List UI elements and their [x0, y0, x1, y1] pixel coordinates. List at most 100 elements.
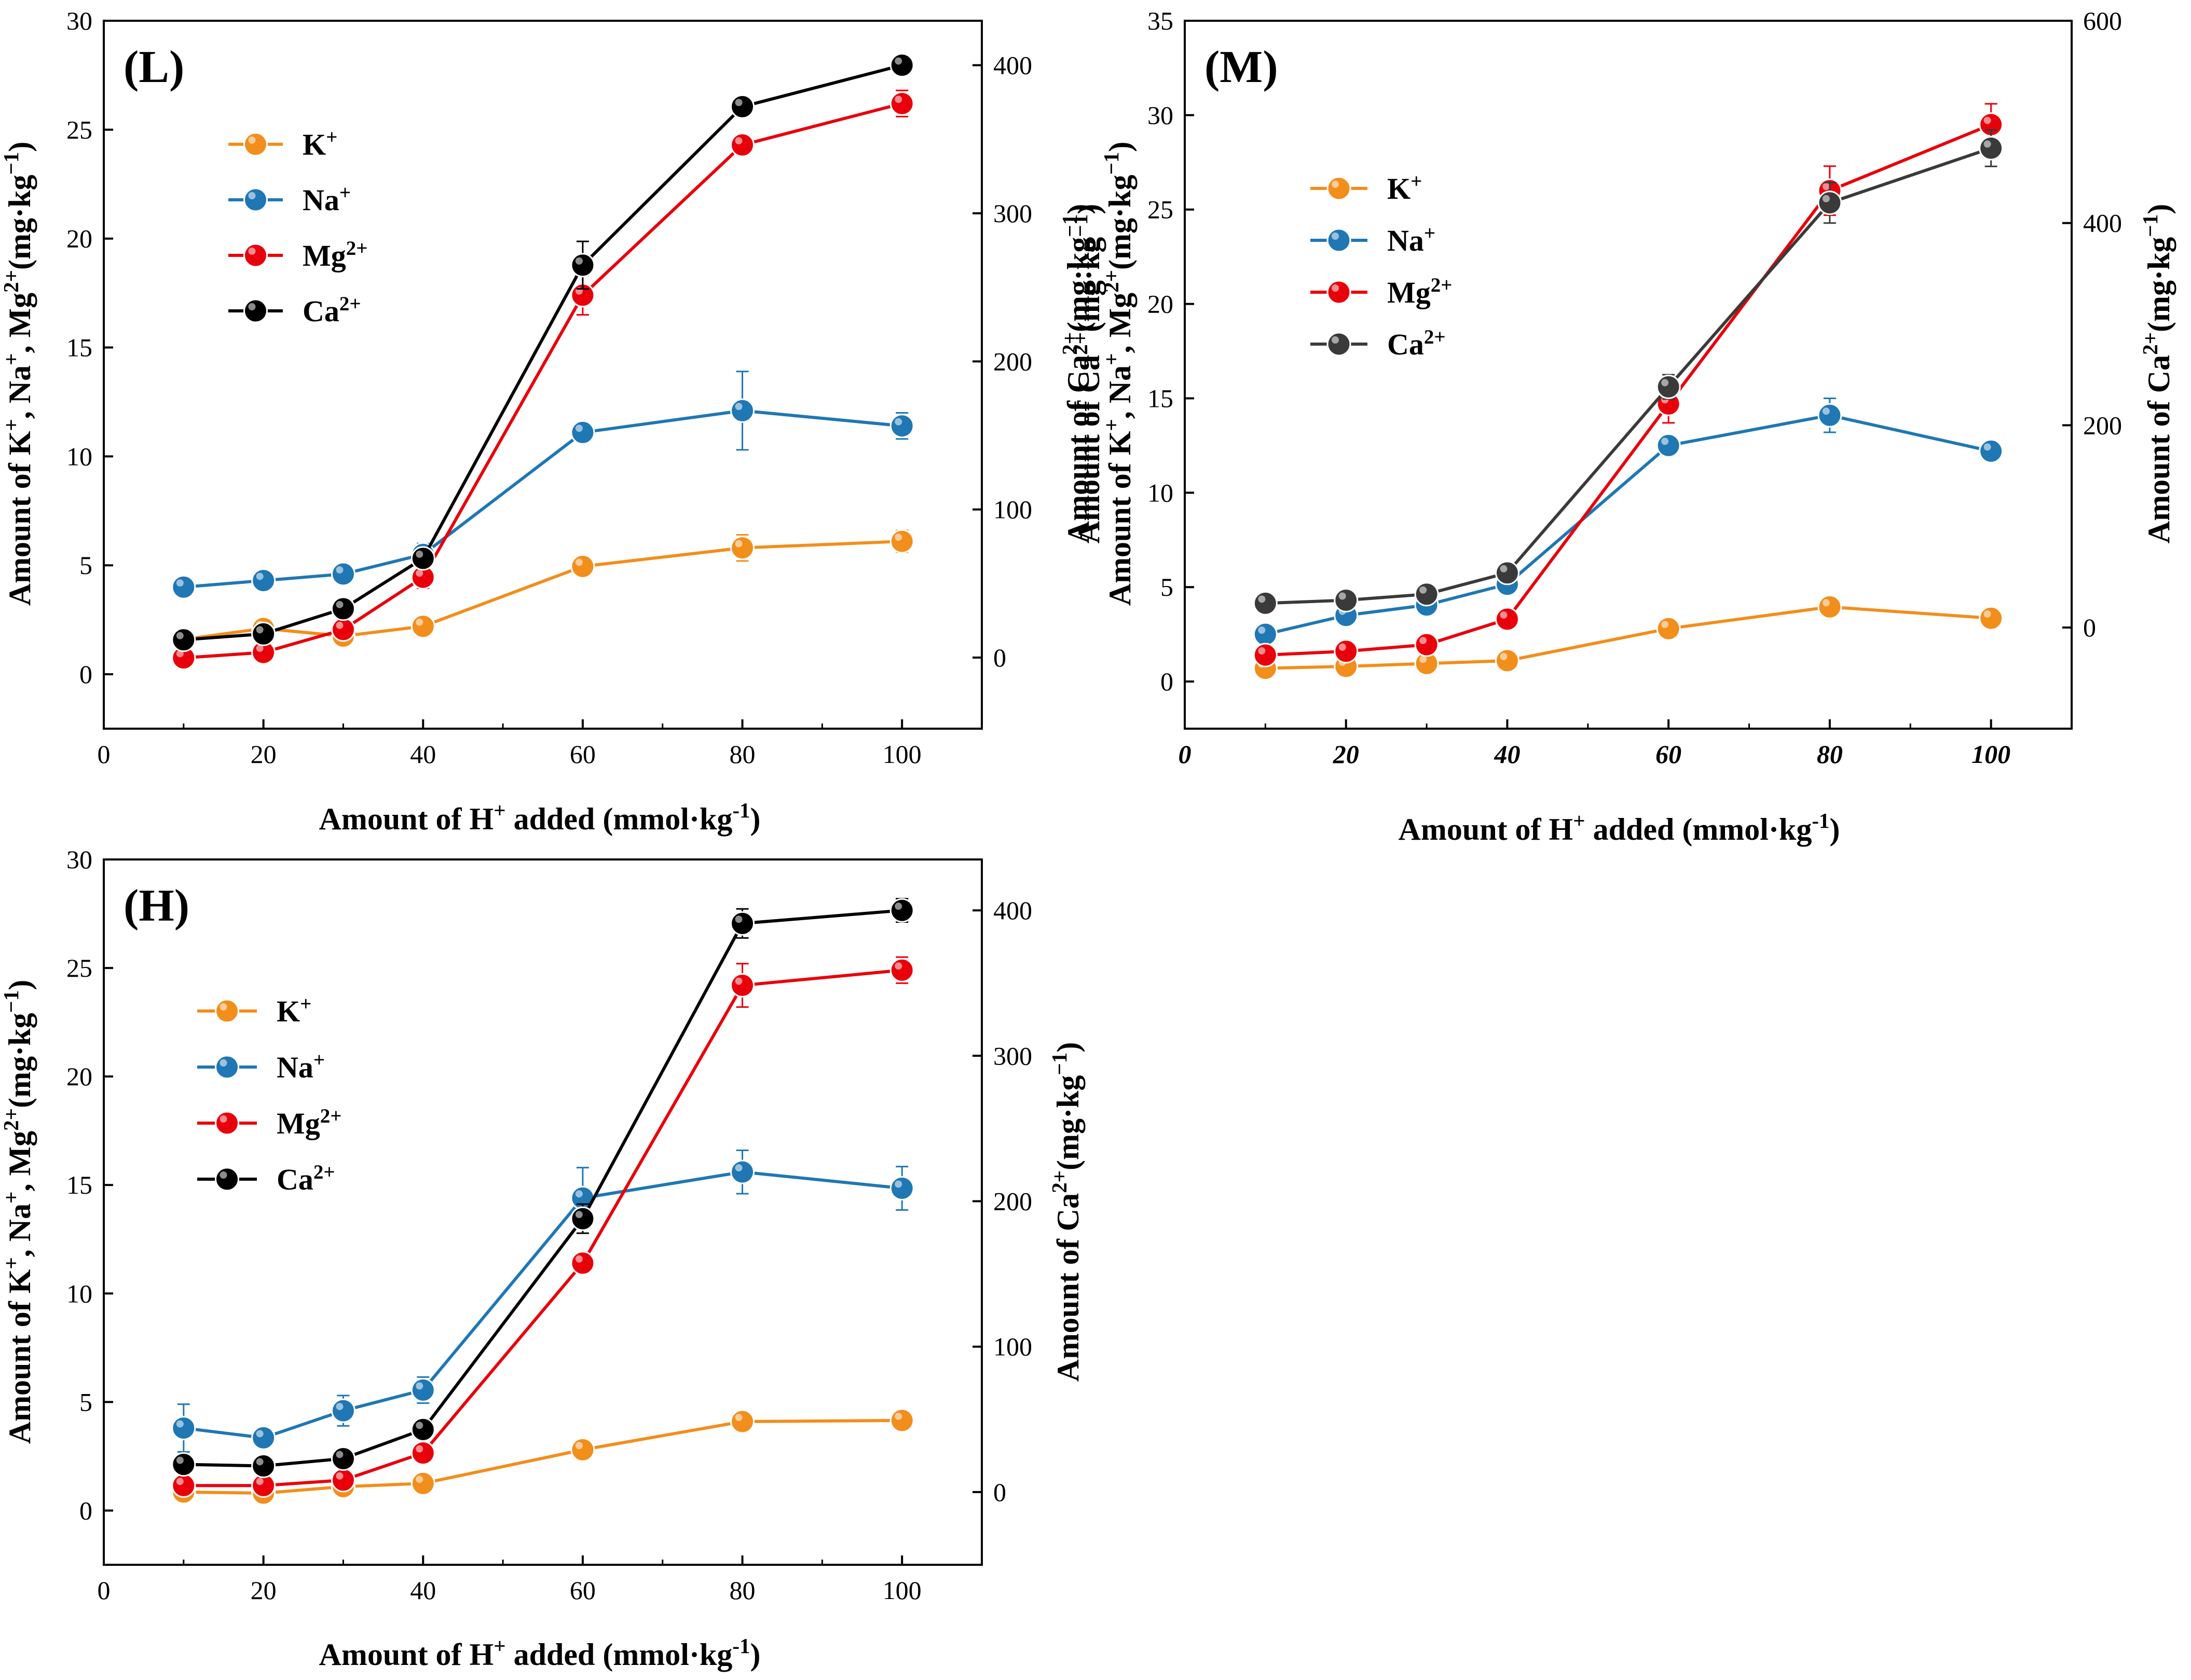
series-line	[183, 409, 902, 589]
x-tick-label: 60	[570, 1576, 596, 1605]
x-tick-label: 0	[1179, 740, 1192, 769]
y2-tick-label: 0	[993, 1478, 1006, 1507]
point-highlight	[575, 1255, 583, 1263]
point-highlight	[1338, 643, 1346, 651]
y-axis-label: Amount of K+, Na+, Mg2+(mg·kg−1)	[1099, 142, 1137, 606]
data-point	[1817, 594, 1842, 619]
data-point	[1656, 433, 1681, 458]
y2-tick-label: 400	[993, 51, 1032, 80]
legend-marker-highlight	[220, 1171, 227, 1179]
y-tick-label: 20	[66, 224, 92, 253]
data-point	[1817, 190, 1842, 215]
data-point	[1979, 439, 2004, 463]
chart-panel-3: 0 20 40 60 80 1000510152025300100200300400(H)…	[0, 845, 1085, 1672]
series-mg	[171, 956, 914, 1498]
series-mg	[171, 89, 914, 671]
y2-tick-label: 100	[993, 1332, 1032, 1361]
point-highlight	[1419, 586, 1427, 594]
point-highlight	[416, 550, 423, 558]
point-highlight	[416, 569, 423, 577]
point-highlight	[735, 403, 743, 411]
y2-tick-label: 200	[2083, 411, 2122, 440]
legend-marker	[215, 999, 239, 1023]
x-tick-label: 100	[883, 740, 922, 769]
x-tick-label: 0	[98, 1576, 111, 1605]
plot-frame	[103, 858, 983, 1566]
y-tick-label: 0	[79, 1496, 92, 1525]
legend-label: Mg2+	[277, 1105, 341, 1141]
data-point	[171, 1416, 196, 1441]
point-highlight	[256, 572, 264, 580]
series-line	[183, 1170, 902, 1440]
legend-marker	[243, 132, 268, 157]
y-tick-label: 0	[1160, 667, 1173, 696]
y2-tick-label: 200	[993, 347, 1032, 376]
legend-marker-highlight	[248, 303, 256, 310]
y-tick-label: 10	[1147, 478, 1173, 507]
y2-axis-label: Amount of Ca2+(mg·kg−1)	[1047, 1042, 1085, 1382]
point-highlight	[1822, 407, 1830, 415]
y-axis-label: Amount of K+, Na+, Mg2+(mg·kg−1)	[0, 980, 37, 1444]
data-point	[1495, 607, 1519, 632]
point-highlight	[1822, 599, 1830, 607]
series-k	[171, 1408, 914, 1506]
y2-axis-label: Amount of Ca2+(mg·kg−1)	[1068, 204, 1106, 543]
data-point	[570, 1206, 595, 1231]
point-highlight	[1822, 195, 1830, 202]
legend-label: Ca2+	[277, 1161, 335, 1197]
data-point	[410, 1417, 435, 1442]
point-highlight	[575, 1190, 583, 1198]
chart-panel-2: 0 20 40 60 80 100 0 5 10 15 20 25 30 35 0 200 400 600 (M) A…	[1058, 6, 2176, 846]
data-point	[251, 1425, 276, 1450]
point-highlight	[575, 558, 583, 566]
point-highlight	[1983, 140, 1991, 148]
y-axis-label: Amount of K+, Na+, Mg2+(mg·kg−1)	[0, 142, 37, 606]
chart-panel-1: 0 20 40 60 80 1000510152025300100200300400(L)…	[0, 6, 1106, 836]
point-highlight	[176, 1420, 184, 1428]
legend-marker-highlight	[248, 192, 256, 199]
point-highlight	[575, 1442, 583, 1450]
point-highlight	[1500, 611, 1508, 619]
point-highlight	[416, 1476, 423, 1483]
point-highlight	[895, 1180, 902, 1188]
point-highlight	[256, 1478, 264, 1485]
legend-marker	[243, 243, 268, 268]
legend-marker	[243, 298, 268, 323]
y-tick-label: 20	[1147, 290, 1173, 319]
data-point	[410, 614, 435, 639]
x-tick-label: 20	[251, 740, 277, 769]
legend-marker-highlight	[1332, 336, 1339, 344]
legend-marker	[215, 1167, 239, 1192]
data-point	[730, 398, 755, 423]
y2-tick-label: 400	[993, 896, 1032, 925]
point-highlight	[336, 600, 344, 608]
point-highlight	[336, 566, 344, 574]
data-point	[889, 53, 914, 78]
y-tick-label: 15	[1147, 384, 1173, 413]
legend-label: K+	[277, 993, 311, 1029]
point-highlight	[1338, 592, 1346, 600]
x-axis-label: Amount of H+ added (mmol·kg-1)	[1399, 809, 1840, 846]
y-axis-label-overlap: Amount of Ca2+(mg·kg−1)	[1058, 204, 1096, 543]
point-highlight	[575, 257, 583, 265]
point-highlight	[895, 418, 902, 426]
point-highlight	[1258, 647, 1266, 655]
panel-label: (L)	[124, 42, 184, 92]
x-tick-label: 60	[1655, 740, 1681, 769]
y-tick-label: 35	[1147, 6, 1173, 35]
data-point	[1979, 606, 2004, 631]
point-highlight	[1983, 117, 1991, 125]
point-highlight	[895, 534, 902, 541]
point-highlight	[895, 57, 902, 65]
y2-tick-label: 0	[993, 643, 1006, 672]
data-point	[1253, 643, 1278, 667]
point-highlight	[256, 1430, 264, 1438]
point-highlight	[416, 1382, 423, 1390]
y-tick-label: 15	[66, 1170, 92, 1199]
series-line	[1265, 605, 1991, 670]
point-highlight	[1661, 379, 1669, 387]
data-point	[730, 94, 755, 119]
x-tick-label: 80	[730, 740, 756, 769]
legend-marker	[243, 187, 268, 212]
y-tick-label: 30	[1147, 101, 1173, 130]
